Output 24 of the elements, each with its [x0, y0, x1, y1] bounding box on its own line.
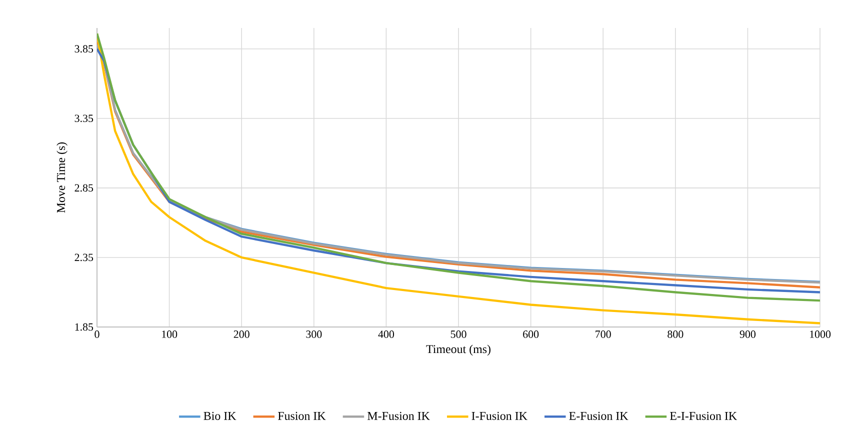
x-axis-title: Timeout (ms) [426, 344, 490, 356]
x-tick-label: 500 [450, 330, 466, 338]
x-tick-label: 400 [378, 330, 394, 338]
x-tick-label: 0 [94, 330, 100, 338]
legend-label: E-I-Fusion IK [670, 412, 737, 420]
x-tick-label: 700 [596, 330, 611, 338]
y-axis-title: Move Time (s) [56, 142, 68, 213]
x-tick-label: 600 [523, 330, 539, 338]
x-tick-label: 200 [234, 330, 250, 338]
legend-label: I-Fusion IK [472, 412, 528, 420]
y-tick-label: 2.85 [74, 184, 94, 192]
x-tick-label: 800 [668, 330, 684, 338]
y-tick-label: 3.85 [74, 45, 94, 53]
y-tick-label: 2.35 [74, 254, 94, 262]
x-tick-label: 300 [306, 330, 322, 338]
x-tick-label: 1000 [810, 330, 831, 338]
legend-label: Bio IK [204, 412, 236, 420]
x-tick-label: 100 [162, 330, 178, 338]
legend-label: E-Fusion IK [569, 412, 628, 420]
legend-label: Fusion IK [278, 412, 326, 420]
legend-label: M-Fusion IK [368, 412, 430, 420]
y-tick-label: 3.35 [74, 114, 94, 122]
y-tick-label: 1.85 [75, 323, 94, 331]
x-tick-label: 900 [740, 330, 756, 338]
